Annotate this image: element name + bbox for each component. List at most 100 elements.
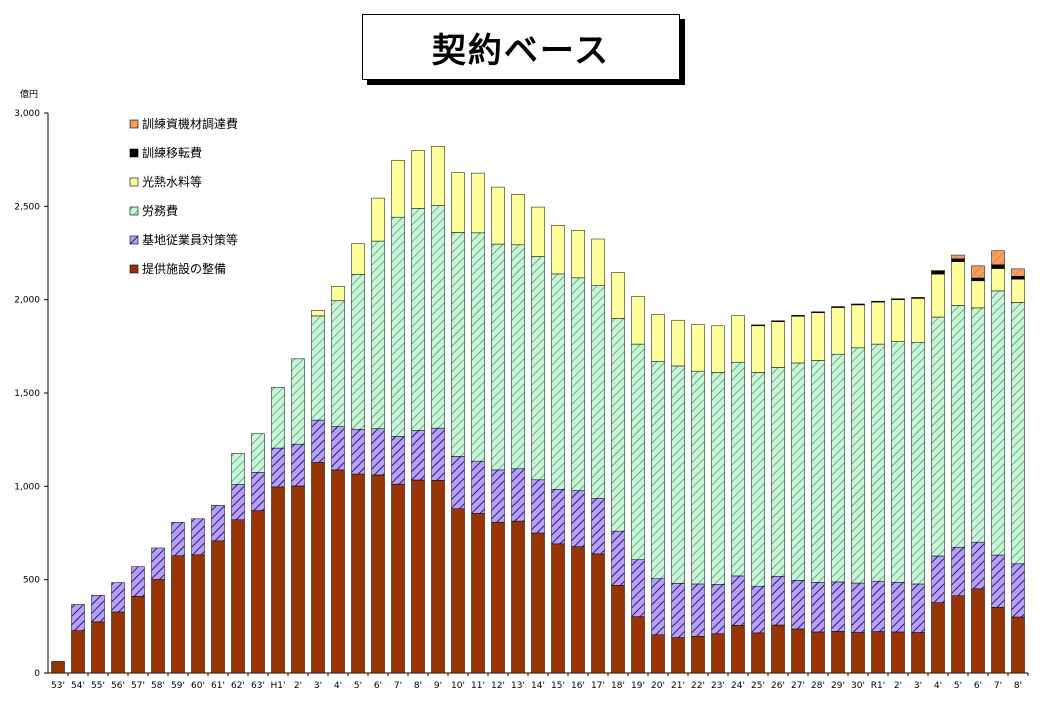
bar-segment xyxy=(851,303,865,306)
bar-segment xyxy=(791,580,805,630)
bar-segment xyxy=(591,285,605,499)
x-tick-label: 25' xyxy=(751,681,765,691)
bar-segment xyxy=(471,232,485,462)
bar-segment xyxy=(531,256,545,481)
x-tick-label: 21' xyxy=(671,681,685,691)
bar-segment xyxy=(891,298,905,300)
bar-segment xyxy=(431,145,445,206)
bar-segment xyxy=(751,324,765,327)
bar-segment xyxy=(931,602,945,674)
bar-segment xyxy=(311,419,325,463)
x-tick-label: 3' xyxy=(314,681,322,691)
bar-segment xyxy=(451,456,465,509)
bar-segment xyxy=(951,305,965,548)
bar-segment xyxy=(991,607,1005,674)
x-tick-label: 4' xyxy=(334,681,342,691)
bar-segment xyxy=(351,428,365,475)
bar-segment xyxy=(691,324,705,372)
bar-segment xyxy=(571,229,585,279)
y-tick-label: 3,000 xyxy=(14,109,40,119)
y-tick-label: 500 xyxy=(23,576,40,586)
bar-segment xyxy=(111,582,125,613)
x-tick-label: 7' xyxy=(994,681,1002,691)
bar-segment xyxy=(291,358,305,445)
bar-segment xyxy=(451,232,465,457)
bar-segment xyxy=(591,238,605,286)
bar-segment xyxy=(891,582,905,633)
bar-segment xyxy=(731,575,745,626)
bar-segment xyxy=(931,271,945,275)
bar-segment xyxy=(511,468,525,522)
bar-segment xyxy=(971,265,985,279)
bar-segment xyxy=(831,581,845,632)
bar-segment xyxy=(771,320,785,322)
bar-segment xyxy=(331,469,345,674)
legend-swatch xyxy=(129,119,139,129)
x-tick-label: 5' xyxy=(954,681,962,691)
bar-segment xyxy=(271,386,285,449)
bar-segment xyxy=(71,630,85,674)
bar-segment xyxy=(451,172,465,233)
bar-segment xyxy=(571,490,585,547)
y-tick-label: 2,500 xyxy=(14,202,40,212)
bar-segment xyxy=(651,314,665,362)
bar-segment xyxy=(191,554,205,674)
legend-swatch xyxy=(129,206,139,216)
bar-segment xyxy=(551,225,565,275)
bar-segment xyxy=(971,280,985,309)
legend-label: 労務費 xyxy=(142,203,178,218)
bar-segment xyxy=(331,285,345,302)
bar-segment xyxy=(511,520,525,674)
bar-segment xyxy=(871,300,885,303)
bar-segment xyxy=(951,595,965,674)
y-tick-label: 1,000 xyxy=(14,482,40,492)
bar-segment xyxy=(951,258,965,262)
x-tick-label: H1' xyxy=(271,681,286,691)
x-tick-label: 11' xyxy=(471,681,485,691)
bar-segment xyxy=(771,624,785,674)
bar-segment xyxy=(171,522,185,557)
bar-segment xyxy=(851,304,865,349)
bar-segment xyxy=(251,472,265,511)
x-tick-label: 20' xyxy=(651,681,665,691)
bar-segment xyxy=(211,540,225,674)
bar-segment xyxy=(891,299,905,342)
x-tick-label: 18' xyxy=(611,681,625,691)
bar-segment xyxy=(1011,563,1025,618)
bar-segment xyxy=(851,632,865,674)
bar-segment xyxy=(351,274,365,430)
x-tick-label: 2' xyxy=(294,681,302,691)
bar-segment xyxy=(271,486,285,674)
bar-segment xyxy=(711,325,725,373)
bar-segment xyxy=(371,197,385,242)
bar-segment xyxy=(931,316,945,557)
bar-segment xyxy=(131,566,145,597)
bar-segment xyxy=(91,595,105,623)
x-tick-label: R1' xyxy=(871,681,885,691)
bar-segment xyxy=(391,483,405,674)
bar-segment xyxy=(911,632,925,674)
bar-segment xyxy=(231,453,245,485)
bar-segment xyxy=(811,311,825,313)
bar-segment xyxy=(891,631,905,674)
bar-segment xyxy=(151,579,165,674)
bar-segment xyxy=(291,443,305,487)
bar-segment xyxy=(771,367,785,577)
bar-segment xyxy=(971,277,985,282)
x-tick-label: 27' xyxy=(791,681,805,691)
bar-segment xyxy=(551,273,565,490)
x-tick-label: 6' xyxy=(374,681,382,691)
bar-segment xyxy=(391,436,405,485)
x-tick-label: 10' xyxy=(451,681,465,691)
bar-segment xyxy=(991,268,1005,292)
bar-segment xyxy=(651,361,665,579)
x-tick-label: 59' xyxy=(171,681,185,691)
x-tick-label: 24' xyxy=(731,681,745,691)
bar-segment xyxy=(911,341,925,585)
bar-segment xyxy=(391,216,405,437)
x-tick-label: 26' xyxy=(771,681,785,691)
bar-segment xyxy=(91,621,105,674)
bar-segment xyxy=(811,312,825,361)
bar-segment xyxy=(251,433,265,473)
bar-segment xyxy=(51,661,65,674)
